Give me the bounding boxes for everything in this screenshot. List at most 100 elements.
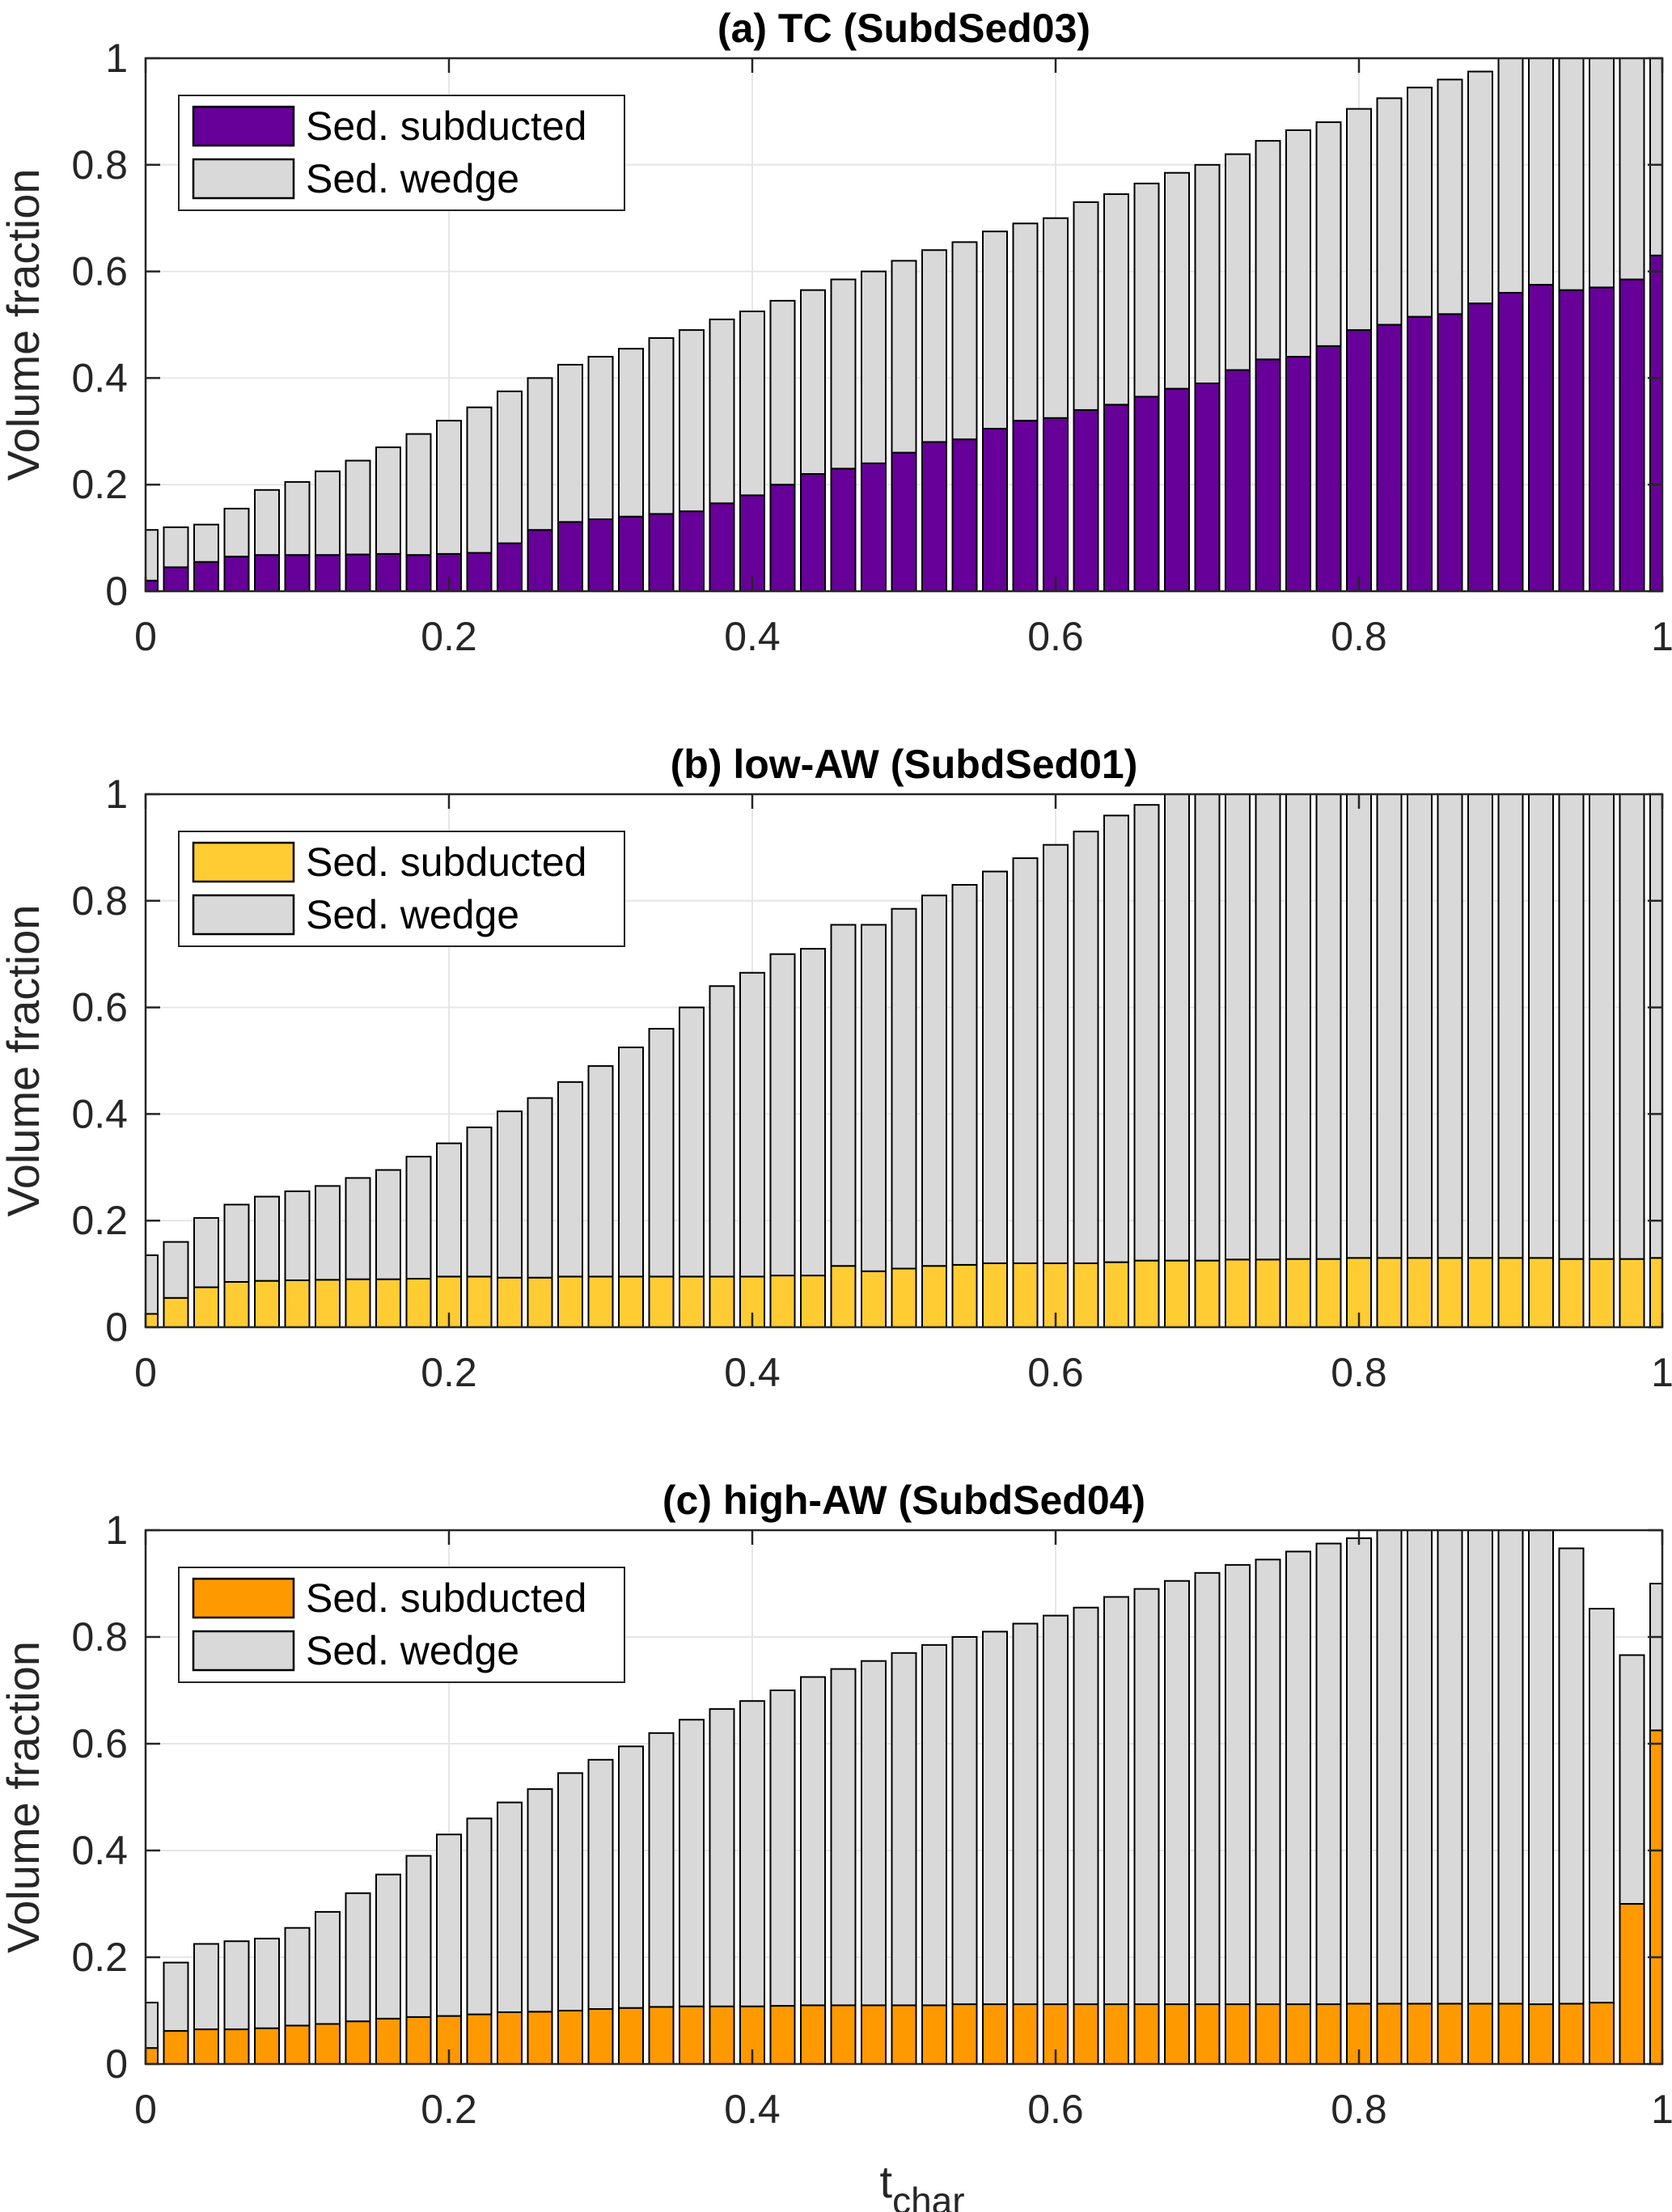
- bar-sed-subducted: [921, 1265, 947, 1327]
- bar-sed-wedge: [146, 529, 159, 582]
- x-tick-label: 0: [134, 2087, 157, 2132]
- bar-sed-wedge: [739, 971, 765, 1278]
- bar-sed-subducted: [951, 438, 978, 591]
- legend-swatch-sed-subducted: [192, 1577, 295, 1619]
- bar-sed-subducted: [1164, 2003, 1190, 2064]
- bar-sed-subducted: [466, 1275, 493, 1327]
- bar-sed-subducted: [497, 2011, 523, 2064]
- bar-sed-wedge: [679, 1006, 705, 1278]
- bar-sed-wedge: [618, 348, 644, 518]
- y-tick-label: 0.6: [71, 249, 128, 294]
- bar-sed-subducted: [315, 1279, 341, 1327]
- bar-sed-wedge: [1315, 121, 1342, 347]
- y-tick-label: 0.4: [71, 1091, 128, 1136]
- axes-box: [144, 793, 1664, 1329]
- bar-sed-wedge: [1619, 1654, 1645, 1905]
- bar-sed-wedge: [527, 1097, 553, 1279]
- y-tick-label: 1: [105, 772, 128, 817]
- bar-sed-wedge: [982, 231, 1008, 430]
- bar-sed-wedge: [345, 1892, 371, 2023]
- subplot-title: (c) high-AW (SubdSed04): [662, 1478, 1145, 1523]
- bar-sed-subducted: [1315, 345, 1342, 591]
- bar-sed-wedge: [861, 270, 887, 464]
- bar-sed-subducted: [1407, 1257, 1433, 1327]
- x-tick-label: 0.2: [421, 614, 477, 659]
- bar-sed-subducted: [345, 2020, 371, 2064]
- bar-sed-wedge: [1194, 163, 1221, 384]
- bar-sed-wedge: [254, 489, 280, 556]
- y-tick-label: 0: [105, 1305, 128, 1350]
- x-tick-label: 0: [134, 1350, 157, 1395]
- bar-sed-subducted: [1103, 404, 1129, 591]
- y-axis-label: Volume fraction: [0, 905, 49, 1217]
- bar-sed-wedge: [527, 377, 553, 531]
- bars: [146, 794, 1662, 1327]
- legend-label: Sed. wedge: [306, 1628, 519, 1673]
- bar-sed-wedge: [921, 249, 947, 443]
- bars: [146, 1530, 1662, 2064]
- bar-sed-subducted: [1589, 286, 1615, 591]
- y-axis-label: Volume fraction: [0, 169, 49, 481]
- bar-sed-subducted: [1285, 356, 1311, 591]
- subplot-c: 0 0.2 0.4 0.6 0.8 1 0 0.2 0.4 0.6 0.8 1 (c) high-AW …: [0, 1478, 1672, 2212]
- bar-sed-subducted: [830, 2004, 857, 2064]
- bar-sed-subducted: [375, 552, 401, 591]
- legend-label: Sed. wedge: [306, 892, 519, 937]
- legend: Sed. subducted Sed. wedge: [178, 1567, 625, 1683]
- bar-sed-subducted: [618, 2007, 644, 2064]
- bar-sed-wedge: [405, 1855, 432, 2018]
- bar-sed-subducted: [861, 1270, 887, 1327]
- bar-sed-wedge: [1376, 1530, 1403, 2005]
- bar-sed-wedge: [709, 318, 735, 505]
- bar-sed-wedge: [1164, 171, 1190, 390]
- bar-sed-subducted: [679, 510, 705, 591]
- bar-sed-subducted: [861, 2004, 887, 2064]
- bar-sed-subducted: [800, 2004, 826, 2064]
- x-tick-label: 0.4: [724, 2087, 781, 2132]
- bar-sed-subducted: [146, 2047, 159, 2064]
- bar-sed-subducted: [648, 2006, 675, 2064]
- bar-sed-subducted: [1255, 358, 1281, 591]
- bar-sed-wedge: [1133, 182, 1160, 398]
- x-tick-label: 0.2: [421, 2087, 477, 2132]
- bar-sed-wedge: [1346, 1537, 1372, 2005]
- bar-sed-subducted: [223, 2028, 250, 2064]
- bar-sed-subducted: [891, 2004, 917, 2064]
- legend-swatch-sed-wedge: [192, 158, 295, 200]
- bar-sed-wedge: [891, 260, 917, 454]
- bar-sed-wedge: [679, 1719, 705, 2007]
- bar-sed-wedge: [1225, 1563, 1251, 2006]
- bar-sed-subducted: [193, 2028, 219, 2064]
- bar-sed-subducted: [1407, 315, 1433, 591]
- bar-sed-subducted: [193, 560, 219, 591]
- subplot-a: 0 0.2 0.4 0.6 0.8 1 0 0.2 0.4 0.6 0.8 1 (a) TC (Subd…: [0, 6, 1672, 659]
- bar-sed-wedge: [648, 336, 675, 515]
- bar-sed-subducted: [163, 566, 189, 591]
- bar-sed-wedge: [1164, 1580, 1190, 2006]
- bar-sed-subducted: [1558, 2003, 1585, 2064]
- bar-sed-wedge: [679, 329, 705, 513]
- bar-sed-wedge: [163, 1241, 189, 1299]
- bar-sed-wedge: [830, 1668, 857, 2007]
- bar-sed-subducted: [193, 1286, 219, 1327]
- bar-sed-wedge: [284, 1190, 311, 1282]
- bar-sed-wedge: [1589, 58, 1615, 289]
- bar-sed-wedge: [1194, 1571, 1221, 2006]
- bar-sed-subducted: [1497, 2003, 1524, 2064]
- subplot-b: 0 0.2 0.4 0.6 0.8 1 0 0.2 0.4 0.6 0.8 1 (b) low-AW (…: [0, 742, 1672, 1395]
- bar-sed-wedge: [1467, 794, 1493, 1259]
- y-tick-label: 0.2: [71, 1935, 128, 1980]
- bar-sed-wedge: [1407, 794, 1433, 1259]
- bar-sed-subducted: [557, 2010, 583, 2064]
- bar-sed-subducted: [709, 2005, 735, 2064]
- bar-sed-subducted: [284, 1279, 311, 1327]
- bar-sed-subducted: [223, 556, 250, 591]
- bar-sed-wedge: [1133, 804, 1160, 1262]
- bar-sed-wedge: [315, 1910, 341, 2025]
- bar-sed-wedge: [557, 363, 583, 523]
- bar-sed-subducted: [1467, 302, 1493, 591]
- bar-sed-wedge: [375, 446, 401, 555]
- x-tick-label: 1: [1651, 1350, 1672, 1395]
- y-tick-label: 0.4: [71, 1828, 128, 1873]
- bar-sed-subducted: [587, 518, 614, 591]
